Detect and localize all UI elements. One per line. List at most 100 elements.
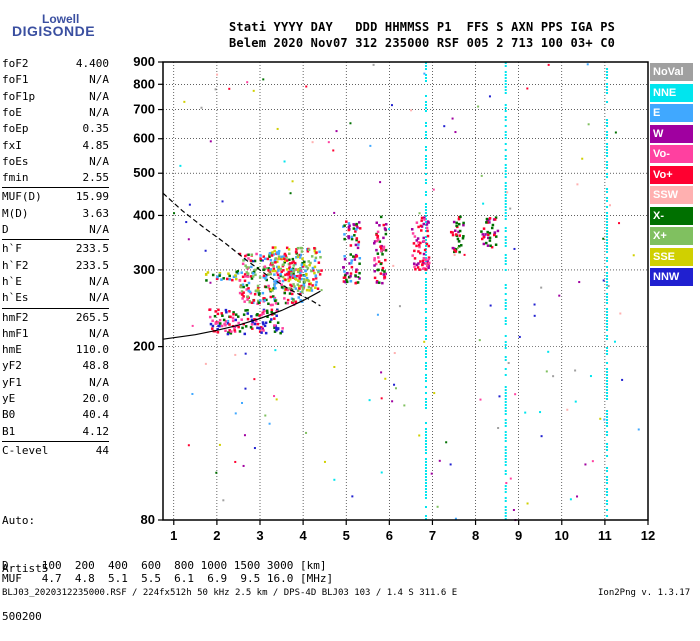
- param-value: 265.5: [75, 310, 109, 324]
- echo-point: [350, 235, 353, 239]
- echo-point: [261, 291, 265, 295]
- echo-point: [287, 272, 291, 276]
- echo-point: [238, 252, 242, 256]
- echo-streak-point: [606, 326, 609, 328]
- echo-point: [358, 277, 361, 280]
- echo-point: [253, 292, 257, 296]
- echo-point: [455, 233, 458, 236]
- echo-point: [382, 273, 386, 276]
- echo-streak-point: [424, 323, 427, 325]
- echo-point: [211, 327, 214, 330]
- noise-point: [456, 246, 459, 249]
- echo-streak-point: [606, 230, 609, 232]
- echo-point: [314, 283, 318, 287]
- echo-streak-point: [504, 125, 507, 127]
- echo-streak-point: [504, 515, 507, 517]
- echo-streak-point: [504, 404, 507, 406]
- noise-point: [218, 443, 221, 446]
- echo-point: [237, 325, 240, 329]
- echo-streak-point: [424, 77, 427, 79]
- echo-point: [381, 281, 384, 285]
- echo-point: [257, 299, 260, 303]
- echo-point: [457, 245, 461, 248]
- echo-streak-point: [424, 506, 427, 508]
- echo-streak-point: [504, 320, 507, 322]
- echo-point: [347, 225, 351, 229]
- echo-point: [306, 267, 310, 270]
- echo-point: [458, 229, 462, 233]
- echo-point: [378, 224, 381, 227]
- echo-point: [422, 239, 426, 243]
- echo-streak-point: [504, 188, 507, 190]
- echo-streak-point: [424, 122, 427, 124]
- echo-point: [231, 278, 234, 282]
- echo-point: [485, 241, 488, 245]
- echo-streak-point: [504, 80, 507, 82]
- echo-point: [251, 275, 255, 278]
- echo-point: [286, 301, 290, 305]
- echo-point: [375, 239, 379, 243]
- echo-point: [220, 278, 223, 281]
- echo-point: [208, 315, 212, 319]
- echo-point: [267, 285, 270, 289]
- echo-point: [288, 292, 292, 295]
- echo-streak-point: [504, 341, 507, 343]
- echo-point: [285, 268, 289, 271]
- echo-point: [283, 260, 287, 264]
- echo-streak-point: [424, 470, 427, 472]
- noise-point: [327, 141, 330, 144]
- echo-streak-point: [504, 317, 507, 319]
- echo-point: [220, 312, 223, 315]
- digisonde-logo-text: DIGISONDE: [12, 23, 96, 39]
- param-label: foEs: [2, 154, 29, 168]
- echo-point: [289, 262, 292, 265]
- echo-point: [457, 222, 461, 226]
- echo-point: [250, 253, 253, 257]
- echo-streak-point: [504, 158, 507, 160]
- echo-point: [294, 268, 298, 271]
- echo-point: [225, 277, 229, 281]
- echo-point: [245, 253, 249, 257]
- echo-point: [427, 266, 430, 270]
- noise-point: [311, 141, 314, 144]
- echo-streak-point: [424, 350, 427, 352]
- noise-point: [244, 352, 247, 355]
- echo-streak-point: [424, 377, 427, 379]
- echo-point: [350, 265, 354, 269]
- echo-point: [300, 263, 304, 267]
- param-row-yf1: yF1 N/A: [2, 375, 109, 391]
- echo-point: [270, 318, 273, 321]
- echo-point: [258, 327, 261, 330]
- echo-point: [276, 260, 279, 264]
- echo-point: [276, 327, 280, 331]
- echo-point: [228, 274, 231, 278]
- echo-streak-point: [504, 212, 507, 214]
- echo-streak-point: [504, 257, 507, 259]
- legend-w: W: [650, 124, 693, 143]
- echo-point: [263, 309, 266, 313]
- noise-point: [539, 411, 542, 414]
- noise-point: [380, 371, 383, 374]
- echo-point: [425, 264, 429, 268]
- echo-streak-point: [424, 245, 427, 247]
- echo-streak-point: [424, 518, 427, 520]
- echo-point: [301, 290, 304, 293]
- param-row-foe: foE N/A: [2, 105, 109, 121]
- echo-point: [302, 283, 306, 286]
- echo-point: [214, 310, 217, 313]
- echo-streak-point: [606, 338, 609, 340]
- echo-point: [343, 237, 346, 241]
- echo-point: [272, 265, 275, 268]
- echo-point: [480, 237, 484, 241]
- echo-streak-point: [504, 107, 507, 109]
- echo-point: [250, 277, 254, 280]
- echo-streak-point: [606, 125, 609, 127]
- echo-streak-point: [606, 218, 609, 220]
- noise-point: [574, 369, 577, 372]
- noise-point: [398, 305, 401, 308]
- echo-streak-point: [606, 122, 609, 124]
- x-tick-label: 8: [472, 528, 479, 543]
- echo-streak-point: [504, 104, 507, 106]
- echo-streak-point: [504, 242, 507, 244]
- echo-point: [292, 269, 296, 272]
